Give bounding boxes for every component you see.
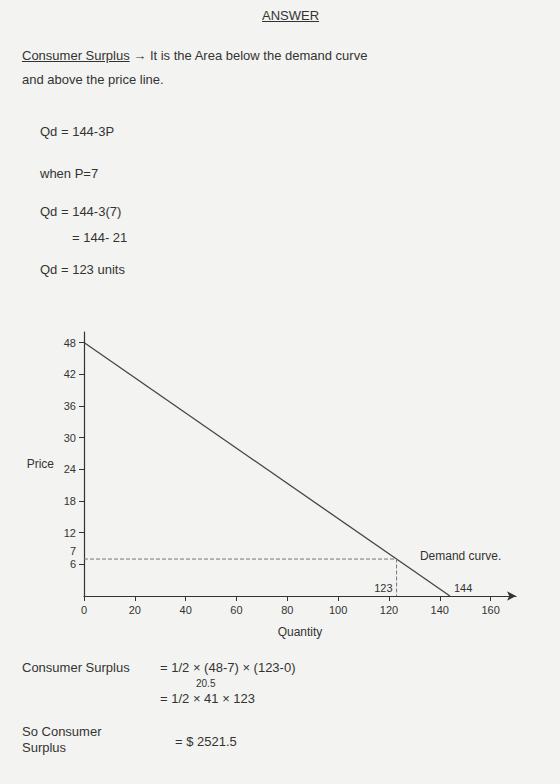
svg-text:6: 6 <box>70 558 76 570</box>
svg-text:24: 24 <box>64 463 76 475</box>
svg-text:Price: Price <box>27 457 55 471</box>
svg-text:100: 100 <box>329 604 347 616</box>
html-text:Qd = 144-3P: Qd = 144-3P <box>40 124 115 139</box>
html-text:and above the price line.: and above the price line. <box>22 72 164 87</box>
svg-text:123: 123 <box>374 582 392 594</box>
html-text:Consumer Surplus → It is the A: Consumer Surplus → It is the Area below … <box>22 48 368 63</box>
svg-text:40: 40 <box>180 604 192 616</box>
html-text:Qd = 144-3(7): Qd = 144-3(7) <box>40 204 122 219</box>
svg-text:7: 7 <box>70 545 76 557</box>
svg-text:48: 48 <box>64 337 76 349</box>
html-text:So Consumer Surplus: So Consumer Surplus <box>22 724 102 755</box>
svg-text:144: 144 <box>454 582 472 594</box>
svg-text:120: 120 <box>380 604 398 616</box>
svg-text:0: 0 <box>81 604 87 616</box>
svg-text:18: 18 <box>64 495 76 507</box>
html-text:when P=7: when P=7 <box>40 166 99 181</box>
html-text:Qd = 123 units: Qd = 123 units <box>40 262 125 277</box>
html-text:20.5: 20.5 <box>196 678 216 689</box>
svg-text:140: 140 <box>431 604 449 616</box>
svg-text:160: 160 <box>481 604 499 616</box>
svg-text:Quantity: Quantity <box>278 625 323 639</box>
svg-text:Demand curve.: Demand curve. <box>420 549 501 563</box>
html-text:= $ 2521.5: = $ 2521.5 <box>175 734 237 749</box>
svg-text:12: 12 <box>64 527 76 539</box>
svg-text:80: 80 <box>281 604 293 616</box>
html-text:Consumer Surplus: Consumer Surplus <box>22 660 130 675</box>
html-text:= 144- 21: = 144- 21 <box>72 230 128 245</box>
svg-text:42: 42 <box>64 368 76 380</box>
svg-text:60: 60 <box>230 604 242 616</box>
html-text:= 1/2 × 41 × 123: = 1/2 × 41 × 123 <box>160 691 256 706</box>
svg-text:36: 36 <box>64 400 76 412</box>
svg-text:30: 30 <box>64 432 76 444</box>
html-text:ANSWER: ANSWER <box>262 8 320 23</box>
html-text:= 1/2 × (48-7) × (123-0): = 1/2 × (48-7) × (123-0) <box>160 660 296 675</box>
svg-text:20: 20 <box>129 604 141 616</box>
